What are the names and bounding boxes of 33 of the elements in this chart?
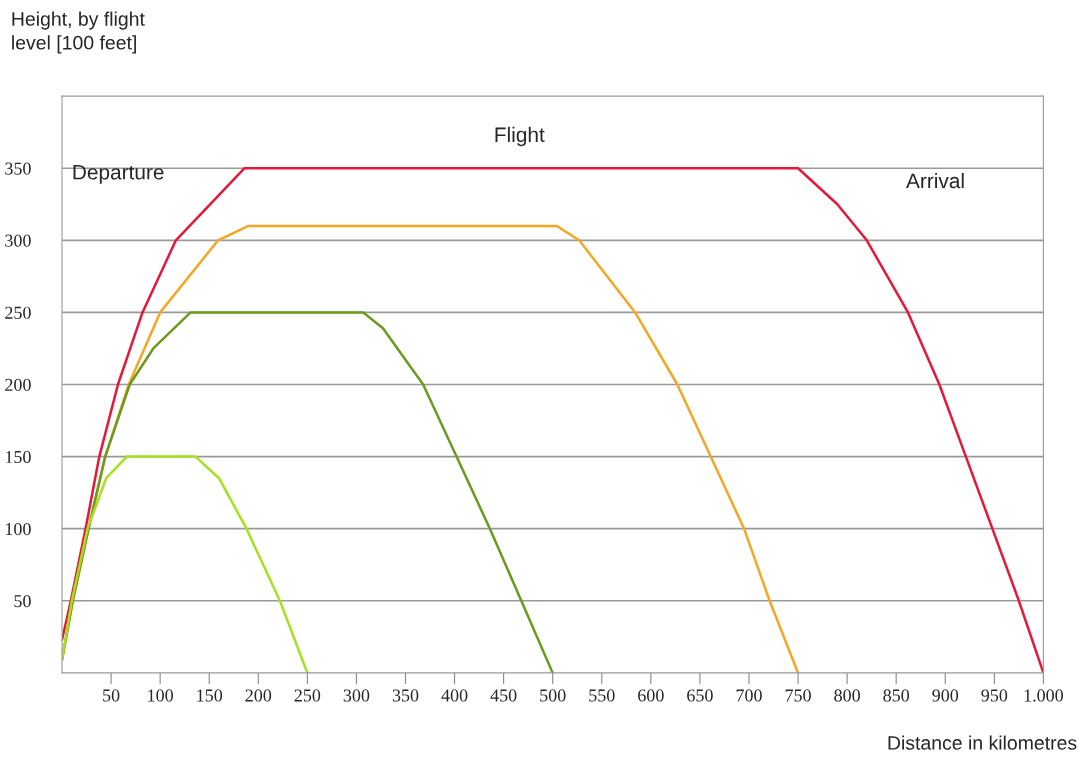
x-tick-label: 550 bbox=[589, 689, 615, 702]
y-tick-label: 100 bbox=[5, 522, 31, 536]
x-tick-label: 650 bbox=[687, 689, 713, 702]
annotation: Flight bbox=[495, 126, 545, 147]
annotation: Arrival bbox=[906, 172, 964, 189]
x-tick-label: 250 bbox=[294, 689, 321, 702]
annotation: Departure bbox=[73, 165, 164, 184]
x-tick-label: 700 bbox=[736, 689, 762, 702]
x-tick-label: 800 bbox=[834, 689, 860, 702]
line-series bbox=[62, 455, 309, 673]
x-tick-label: 450 bbox=[490, 689, 517, 702]
x-tick-label: 1.000 bbox=[1024, 689, 1064, 702]
x-tick-label: 400 bbox=[441, 689, 468, 702]
y-tick-label: 300 bbox=[5, 234, 31, 247]
y-tick-label: 250 bbox=[5, 306, 31, 319]
y-tick-label: 350 bbox=[5, 162, 31, 175]
x-tick-label: 350 bbox=[392, 689, 419, 702]
y-tick-label: 200 bbox=[5, 378, 31, 391]
x-tick-label: 900 bbox=[932, 689, 959, 702]
x-tick-label: 500 bbox=[540, 689, 566, 702]
x-tick-label: 200 bbox=[245, 689, 272, 702]
x-tick-label: 50 bbox=[103, 689, 120, 702]
y-axis-title: Height, by flight level [100 feet] bbox=[12, 11, 145, 54]
x-tick-label: 850 bbox=[883, 689, 910, 702]
x-tick-label: 300 bbox=[343, 689, 370, 702]
y-tick-label: 50 bbox=[14, 595, 31, 608]
x-tick-label: 600 bbox=[638, 689, 664, 702]
x-axis-title: Distance in kilometres bbox=[888, 735, 1077, 750]
x-tick-label: 100 bbox=[148, 689, 174, 702]
y-tick-label: 150 bbox=[5, 450, 31, 464]
x-tick-label: 950 bbox=[981, 689, 1008, 702]
x-tick-label: 150 bbox=[197, 689, 223, 702]
x-tick-label: 750 bbox=[785, 689, 811, 702]
